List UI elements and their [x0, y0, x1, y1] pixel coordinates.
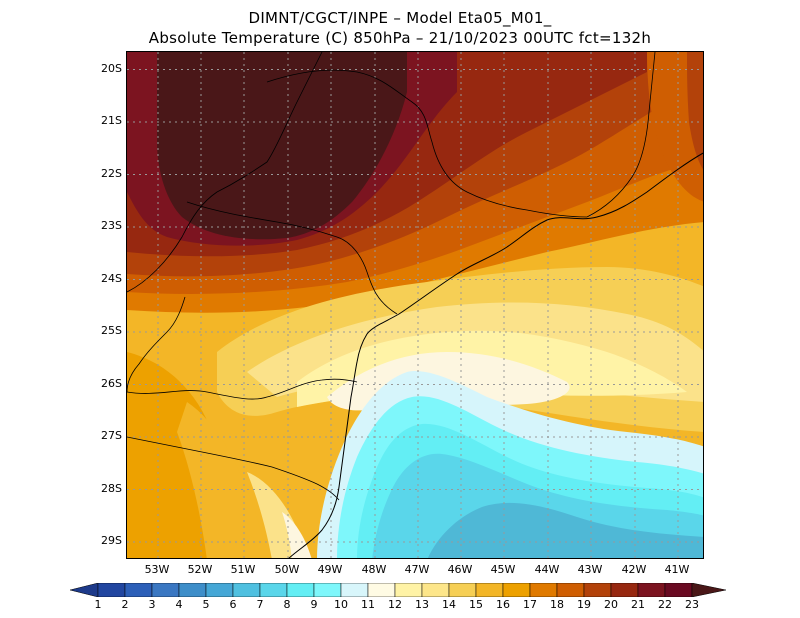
field-band-23 [157, 52, 407, 240]
lon-label-52w: 52W [187, 563, 213, 576]
chart-title-line-1: DIMNT/CGCT/INPE – Model Eta05_M01_ [248, 9, 552, 27]
lat-label-20s: 20S [101, 62, 122, 75]
state-border-ms [127, 52, 323, 293]
lat-label-29s: 29S [101, 534, 122, 547]
colorbar-label-16: 16 [496, 598, 510, 611]
colorbar-label-3: 3 [148, 598, 156, 611]
state-border-sc-rs [127, 436, 340, 501]
colorbar-swatch-16 [502, 582, 531, 598]
colorbar-swatch-21 [637, 582, 666, 598]
lon-label-45w: 45W [490, 563, 516, 576]
lat-label-25s: 25S [101, 324, 122, 337]
colorbar-swatch-6 [232, 582, 261, 598]
colorbar-label-21: 21 [631, 598, 645, 611]
colorbar-swatch-15 [475, 582, 504, 598]
colorbar-label-18: 18 [550, 598, 564, 611]
colorbar-swatch-5 [205, 582, 234, 598]
field-band-16-southwest [177, 402, 269, 558]
colorbar-swatch-10 [340, 582, 369, 598]
colorbar-label-5: 5 [202, 598, 210, 611]
colorbar-swatch-2 [124, 582, 153, 598]
colorbar-label-2: 2 [121, 598, 129, 611]
colorbar-swatch-1 [97, 582, 126, 598]
colorbar-label-8: 8 [283, 598, 291, 611]
lat-label-22s: 22S [101, 167, 122, 180]
lon-label-42w: 42W [621, 563, 647, 576]
lat-label-21s: 21S [101, 114, 122, 127]
colorbar-swatch-22 [664, 582, 693, 598]
temperature-field [127, 52, 703, 558]
lon-label-46w: 46W [447, 563, 473, 576]
coastline [288, 152, 703, 558]
colorbar-label-17: 17 [523, 598, 537, 611]
field-band-20-east [687, 52, 703, 170]
colorbar-label-14: 14 [442, 598, 456, 611]
colorbar-swatch-4 [178, 582, 207, 598]
colorbar-swatch-13 [421, 582, 450, 598]
colorbar-swatch-12 [394, 582, 423, 598]
colorbar-swatch-3 [151, 582, 180, 598]
lon-label-41w: 41W [664, 563, 690, 576]
colorbar-label-22: 22 [658, 598, 672, 611]
colorbar-label-4: 4 [175, 598, 183, 611]
lon-label-48w: 48W [361, 563, 387, 576]
colorbar-label-15: 15 [469, 598, 483, 611]
lat-label-23s: 23S [101, 219, 122, 232]
lon-label-51w: 51W [230, 563, 256, 576]
field-band-7 [427, 502, 703, 558]
lon-label-44w: 44W [534, 563, 560, 576]
lat-label-28s: 28S [101, 482, 122, 495]
lat-label-26s: 26S [101, 377, 122, 390]
colorbar-swatch-11 [367, 582, 396, 598]
lon-label-43w: 43W [577, 563, 603, 576]
state-border-mg-sp [266, 69, 588, 218]
colorbar-swatch-20 [610, 582, 639, 598]
grid-lines [127, 52, 703, 558]
lon-label-53w: 53W [144, 563, 170, 576]
lon-label-49w: 49W [317, 563, 343, 576]
colorbar-swatch-17 [529, 582, 558, 598]
colorbar-label-13: 13 [415, 598, 429, 611]
colorbar-label-19: 19 [577, 598, 591, 611]
colorbar-arrow-high [691, 582, 727, 598]
colorbar-arrow-low [69, 582, 99, 598]
colorbar-swatches [69, 582, 727, 598]
colorbar [69, 582, 730, 601]
colorbar-swatch-19 [583, 582, 612, 598]
state-border-sp-pr [186, 201, 398, 315]
colorbar-label-11: 11 [361, 598, 375, 611]
colorbar-swatch-14 [448, 582, 477, 598]
chart-title-line-2: Absolute Temperature (C) 850hPa – 21/10/… [148, 29, 652, 47]
state-border-mg-rj [586, 52, 656, 218]
colorbar-swatch-8 [286, 582, 315, 598]
lat-label-24s: 24S [101, 272, 122, 285]
colorbar-swatch-18 [556, 582, 585, 598]
colorbar-swatch-9 [313, 582, 342, 598]
national-border-paraguay [127, 296, 186, 393]
lat-label-27s: 27S [101, 429, 122, 442]
colorbar-label-1: 1 [94, 598, 102, 611]
colorbar-label-23: 23 [685, 598, 699, 611]
lon-label-50w: 50W [274, 563, 300, 576]
colorbar-label-12: 12 [388, 598, 402, 611]
colorbar-swatch-7 [259, 582, 288, 598]
state-border-pr-sc [127, 378, 358, 400]
colorbar-label-20: 20 [604, 598, 618, 611]
temperature-map [126, 51, 704, 559]
lon-label-47w: 47W [404, 563, 430, 576]
colorbar-label-9: 9 [310, 598, 318, 611]
colorbar-label-7: 7 [256, 598, 264, 611]
colorbar-label-6: 6 [229, 598, 237, 611]
colorbar-label-10: 10 [334, 598, 348, 611]
